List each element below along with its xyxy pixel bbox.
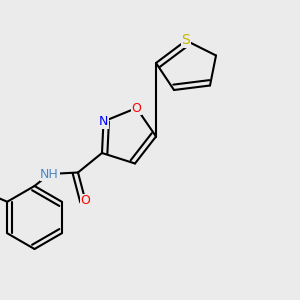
Text: O: O: [81, 194, 90, 208]
Text: O: O: [132, 101, 141, 115]
Text: N: N: [99, 115, 108, 128]
Text: S: S: [182, 34, 190, 47]
Text: NH: NH: [40, 167, 59, 181]
